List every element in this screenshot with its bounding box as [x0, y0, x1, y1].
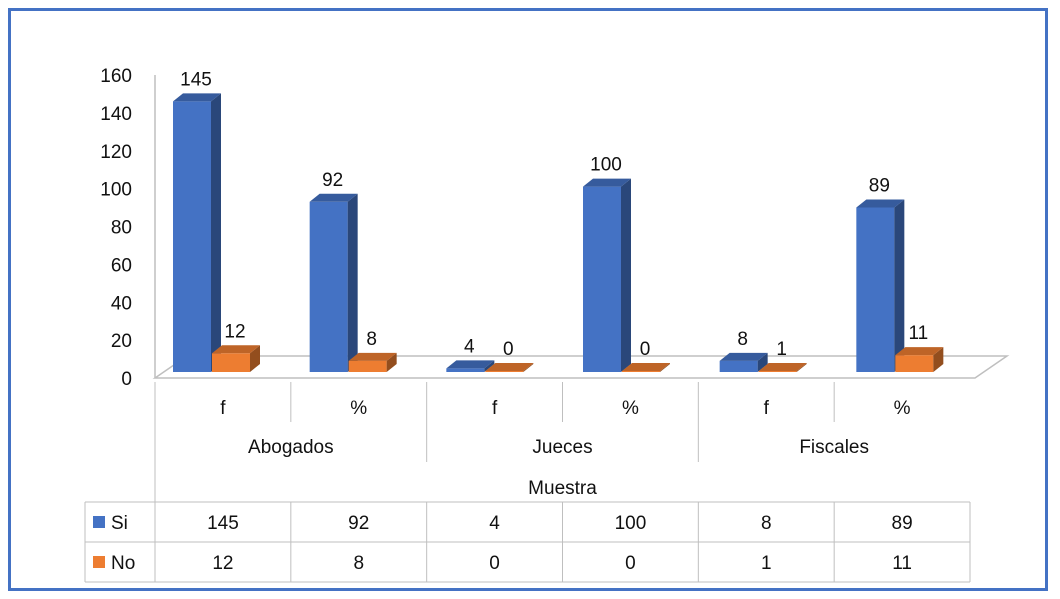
bar-no-1 [348, 352, 397, 372]
y-tick-label: 40 [111, 293, 132, 314]
y-tick-label: 0 [121, 369, 132, 390]
y-tick-label: 140 [100, 104, 132, 125]
data-label-no: 0 [503, 339, 514, 360]
bar-side [933, 347, 944, 372]
y-tick-label: 120 [100, 142, 132, 163]
table-cell-si: 8 [761, 513, 772, 534]
category-label: f [492, 398, 498, 419]
bar-side [484, 360, 495, 372]
bar-side [621, 178, 631, 372]
table-cell-no: 1 [761, 553, 772, 574]
y-tick-label: 80 [111, 218, 132, 239]
table-cell-si: 100 [615, 513, 647, 534]
bar-top [758, 363, 807, 371]
category-label: f [764, 398, 770, 419]
data-label-no: 8 [366, 329, 377, 350]
bar-side [796, 363, 807, 372]
data-label-si: 92 [322, 170, 343, 191]
data-label-si: 89 [869, 175, 890, 196]
x-axis-label: Muestra [528, 478, 597, 499]
bar-top [895, 347, 944, 356]
bar-front [758, 371, 797, 372]
bar-top [583, 178, 631, 187]
bar-si-5 [856, 199, 905, 372]
bar-front [173, 101, 211, 372]
bar-front [719, 360, 758, 372]
group-label: Jueces [532, 437, 592, 458]
data-label-no: 1 [776, 339, 787, 360]
bar-no-5 [895, 347, 944, 372]
y-tick-label: 160 [100, 66, 132, 87]
legend-label-no: No [111, 553, 135, 574]
bar-top [719, 352, 768, 361]
table-cell-si: 4 [489, 513, 500, 534]
bar-front [348, 360, 387, 372]
bar-si-1 [309, 193, 358, 372]
bar-si-3 [583, 178, 631, 372]
bar-top [856, 199, 905, 208]
data-label-si: 8 [737, 329, 748, 350]
category-label: f [220, 398, 226, 419]
bar-top [485, 363, 534, 371]
y-tick-label: 100 [100, 180, 132, 201]
bar-no-4 [758, 363, 807, 372]
bar-side [660, 363, 670, 372]
bar-no-3 [622, 363, 670, 372]
category-label: % [894, 398, 911, 419]
bar-top [446, 360, 495, 369]
y-tick-label: 60 [111, 255, 132, 276]
data-label-si: 4 [464, 336, 475, 357]
legend-label-si: Si [111, 513, 128, 534]
bar-top [309, 193, 358, 202]
bar-side [523, 363, 534, 372]
bar-top [348, 352, 397, 361]
y-tick-label: 20 [111, 331, 132, 352]
bar-front [856, 207, 895, 372]
bar-side [211, 93, 221, 372]
bar-side [386, 352, 397, 372]
category-label: % [350, 398, 367, 419]
table-cell-no: 8 [353, 553, 364, 574]
legend-key-si [93, 516, 105, 528]
bar-front [212, 353, 250, 372]
bar-side [894, 199, 905, 372]
data-label-no: 12 [224, 321, 245, 342]
bar-si-4 [719, 352, 768, 372]
data-label-no: 11 [908, 323, 928, 344]
category-label: % [622, 398, 639, 419]
legend-key-no [93, 556, 105, 568]
bar-front [446, 368, 485, 372]
bar-top [622, 363, 670, 371]
bar-front [622, 371, 660, 372]
bar-side [757, 352, 768, 372]
bar-front [309, 201, 348, 372]
table-cell-si: 92 [348, 513, 369, 534]
bar-si-2 [446, 360, 495, 372]
table-cell-si: 89 [892, 513, 913, 534]
data-label-si: 100 [590, 155, 622, 176]
bar-front [895, 355, 934, 372]
bar-no-2 [485, 363, 534, 372]
data-label-no: 0 [640, 339, 651, 360]
bar-top [212, 345, 260, 354]
bar-top [173, 93, 221, 102]
bar-front [583, 186, 621, 372]
table-cell-no: 11 [892, 553, 912, 574]
bar-front [485, 371, 524, 372]
bar-side [347, 193, 358, 372]
table-cell-si: 145 [207, 513, 239, 534]
bar-no-0 [212, 345, 260, 372]
group-label: Abogados [248, 437, 334, 458]
group-label: Fiscales [799, 437, 869, 458]
table-cell-no: 0 [489, 553, 500, 574]
bar-side [250, 345, 260, 372]
table-cell-no: 12 [212, 553, 233, 574]
data-label-si: 145 [180, 69, 212, 90]
bar-si-0 [173, 93, 221, 372]
table-cell-no: 0 [625, 553, 636, 574]
